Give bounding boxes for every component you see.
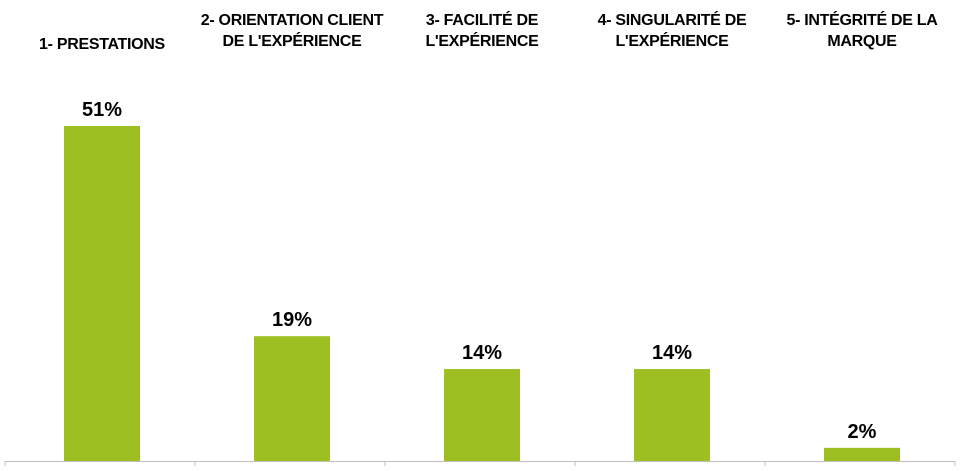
bar: [444, 369, 520, 461]
category-label-line: L'EXPÉRIENCE: [425, 33, 539, 50]
bar: [64, 126, 140, 461]
bar: [634, 369, 710, 461]
category-label-line: DE L'EXPÉRIENCE: [222, 33, 362, 50]
bar: [824, 447, 900, 461]
category-label: 1- PRESTATIONS: [7, 34, 197, 55]
category-label-line: 1- PRESTATIONS: [39, 36, 165, 53]
category-label-line: 5- INTÉGRITÉ DE LA: [786, 12, 938, 29]
category-label-line: 3- FACILITÉ DE: [425, 12, 539, 29]
data-label: 14%: [652, 342, 692, 364]
category-label: 3- FACILITÉ DE L'EXPÉRIENCE: [387, 10, 577, 52]
category-label: 2- ORIENTATION CLIENT DE L'EXPÉRIENCE: [197, 10, 387, 52]
category-label-line: L'EXPÉRIENCE: [615, 33, 729, 50]
data-label: 51%: [82, 99, 122, 121]
data-label: 14%: [462, 342, 502, 364]
category-label: 5- INTÉGRITÉ DE LA MARQUE: [767, 10, 957, 52]
category-label: 4- SINGULARITÉ DE L'EXPÉRIENCE: [577, 10, 767, 52]
data-label: 2%: [848, 421, 877, 443]
category-label-line: 4- SINGULARITÉ DE: [597, 12, 747, 29]
bar: [254, 336, 330, 461]
category-label-line: MARQUE: [827, 33, 897, 50]
data-label: 19%: [272, 309, 312, 331]
category-label-line: 2- ORIENTATION CLIENT: [200, 12, 384, 29]
